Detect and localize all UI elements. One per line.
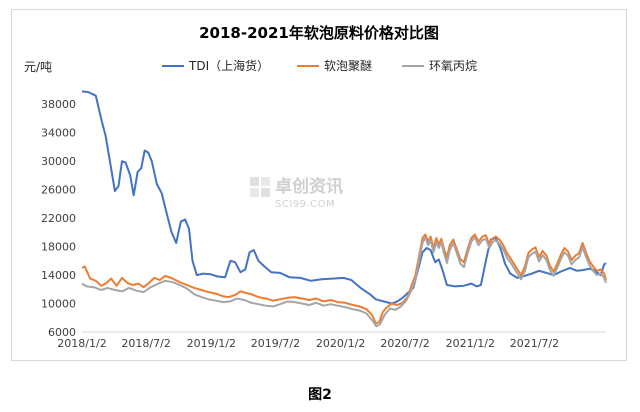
series-line-3	[81, 236, 607, 328]
legend-label-3: 环氧丙烷	[429, 59, 477, 73]
x-axis-ticks: 2018/1/2 2018/7/2 2019/1/2 2019/7/2 2020/1/2…	[57, 337, 559, 350]
legend-label-2: 软泡聚醚	[324, 59, 372, 73]
watermark-logo-icon	[250, 177, 270, 197]
y-axis-label: 元/吨	[24, 60, 52, 74]
x-tick-label: 2021/7/2	[510, 337, 559, 350]
chart-title: 2018-2021年软泡原料价格对比图	[199, 24, 439, 42]
y-tick-label: 6000	[48, 326, 76, 339]
y-tick-label: 18000	[41, 241, 76, 254]
y-tick-label: 22000	[41, 212, 76, 225]
series-group	[81, 90, 607, 328]
y-tick-label: 14000	[41, 269, 76, 282]
x-tick-label: 2020/7/2	[380, 337, 429, 350]
y-tick-label: 26000	[41, 184, 76, 197]
watermark-text-en: SCI99.COM	[275, 199, 335, 210]
legend: TDI（上海货） 软泡聚醚 环氧丙烷	[162, 58, 477, 73]
y-tick-label: 34000	[41, 127, 76, 140]
y-tick-label: 30000	[41, 155, 76, 168]
x-tick-label: 2021/1/2	[446, 337, 495, 350]
line-chart: 2018-2021年软泡原料价格对比图 元/吨 卓创资讯 SCI99.COM T…	[24, 24, 607, 350]
y-tick-label: 10000	[41, 298, 76, 311]
legend-label-1: TDI（上海货）	[188, 58, 269, 73]
x-tick-label: 2019/7/2	[251, 337, 300, 350]
x-tick-label: 2018/7/2	[121, 337, 170, 350]
figure-caption: 图2	[308, 387, 332, 403]
watermark: 卓创资讯 SCI99.COM	[250, 176, 343, 210]
x-tick-label: 2018/1/2	[57, 337, 106, 350]
x-tick-label: 2020/1/2	[316, 337, 365, 350]
watermark-text-cn: 卓创资讯	[275, 176, 343, 197]
x-tick-label: 2019/1/2	[187, 337, 236, 350]
series-line-1	[81, 90, 607, 305]
y-axis-ticks: 6000 10000 14000 18000 22000 26000 30000 34000 3…	[41, 98, 76, 339]
chart-frame: 2018-2021年软泡原料价格对比图 元/吨 卓创资讯 SCI99.COM T…	[11, 9, 627, 361]
y-tick-label: 38000	[41, 98, 76, 111]
